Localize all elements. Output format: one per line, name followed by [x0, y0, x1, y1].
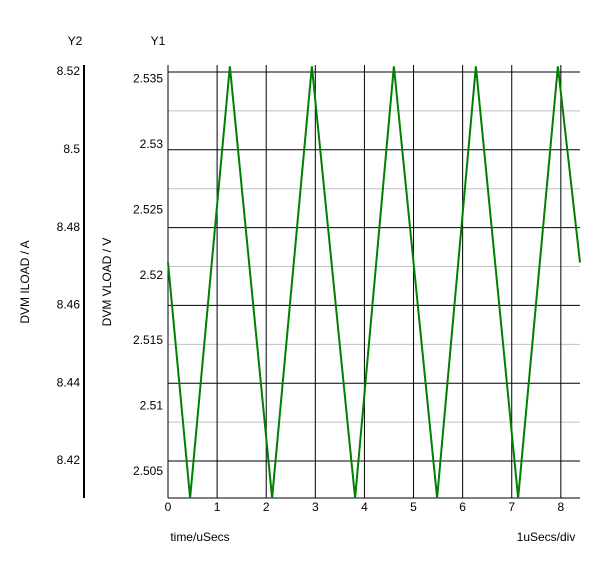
y-tick-label: 2.52 — [140, 268, 164, 282]
x-tick-label: 2 — [263, 500, 270, 514]
y2-tick-label: 8.52 — [57, 64, 81, 78]
y2-tick-label: 8.44 — [57, 375, 81, 389]
y2-axis-title: DVM ILOAD / A — [18, 240, 32, 323]
x-tick-label: 6 — [459, 500, 466, 514]
y-tick-label: 2.535 — [133, 72, 163, 86]
y-tick-label: 2.505 — [133, 464, 163, 478]
x-tick-label: 1 — [214, 500, 221, 514]
y2-tick-label: 8.5 — [63, 142, 80, 156]
series-line — [167, 66, 581, 499]
x-tick-label: 5 — [410, 500, 417, 514]
y-axis-title: DVM VLOAD / V — [100, 238, 114, 327]
y2-tick-label: 8.48 — [57, 220, 81, 234]
y-tick-label: 2.51 — [140, 399, 164, 413]
y-tick-label: 2.525 — [133, 202, 163, 216]
y-axis-name: Y1 — [151, 34, 166, 48]
x-tick-label: 7 — [508, 500, 515, 514]
x-tick-label: 4 — [361, 500, 368, 514]
y-tick-label: 2.515 — [133, 333, 163, 347]
y2-tick-label: 8.42 — [57, 453, 81, 467]
x-tick-label: 0 — [165, 500, 172, 514]
x-tick-label: 3 — [312, 500, 319, 514]
y2-tick-label: 8.46 — [57, 298, 81, 312]
x-axis-title: time/uSecs — [170, 530, 229, 544]
y-tick-label: 2.53 — [140, 137, 164, 151]
y2-axis-name: Y2 — [68, 34, 83, 48]
x-scale-note: 1uSecs/div — [517, 530, 576, 544]
x-tick-label: 8 — [558, 500, 565, 514]
